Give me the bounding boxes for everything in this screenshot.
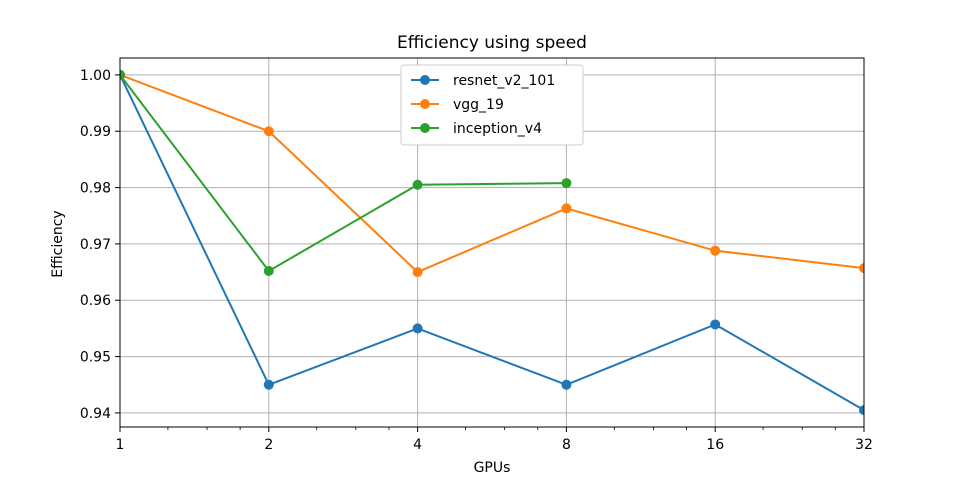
legend-box (400, 64, 584, 146)
y-axis-label: Efficiency (50, 210, 66, 277)
x-tick-label: 4 (413, 437, 422, 453)
series-line (120, 73, 864, 274)
data-point (561, 178, 572, 189)
series-inception_v4 (120, 69, 572, 276)
x-axis-label: GPUs (474, 460, 511, 476)
y-tick-label: 1.00 (80, 68, 111, 84)
data-point (263, 265, 274, 276)
series-line (120, 74, 864, 411)
data-point (710, 245, 721, 256)
plot-frame (119, 57, 865, 428)
data-point (412, 267, 423, 278)
y-tick-label: 0.94 (80, 406, 111, 422)
data-point (412, 179, 423, 190)
series-line (120, 74, 567, 273)
legend-marker (420, 75, 430, 85)
data-point (263, 379, 274, 390)
legend-label: inception_v4 (453, 121, 542, 137)
y-tick-label: 0.98 (80, 181, 111, 197)
x-tick-label: 16 (706, 437, 724, 453)
data-point (859, 405, 864, 416)
legend-marker (420, 123, 430, 133)
data-point (120, 69, 125, 80)
x-tick-label: 8 (562, 437, 571, 453)
series-resnet_v2_101 (120, 69, 864, 416)
data-point (263, 126, 274, 137)
data-point (859, 263, 864, 274)
x-tick-label: 2 (264, 437, 273, 453)
data-point (561, 379, 572, 390)
series-layer (120, 69, 864, 416)
legend: resnet_v2_101 vgg_19 inception_v4 (400, 64, 584, 146)
y-tick-label: 0.95 (80, 350, 111, 366)
y-tick-label: 0.99 (80, 124, 111, 140)
data-point (412, 323, 423, 334)
x-axis-ticks: 1 2 4 8 16 32 (116, 427, 873, 453)
y-tick-label: 0.96 (80, 293, 111, 309)
legend-label: vgg_19 (453, 97, 504, 113)
x-tick-label: 32 (855, 437, 873, 453)
legend-marker (420, 99, 430, 109)
legend-label: resnet_v2_101 (453, 73, 555, 89)
x-tick-label: 1 (116, 437, 125, 453)
chart-title: Efficiency using speed (397, 33, 587, 53)
data-point (710, 319, 721, 330)
y-axis-ticks: 0.94 0.95 0.96 0.97 0.98 0.99 1.00 (80, 68, 120, 422)
y-tick-label: 0.97 (80, 237, 111, 253)
data-point (561, 203, 572, 214)
